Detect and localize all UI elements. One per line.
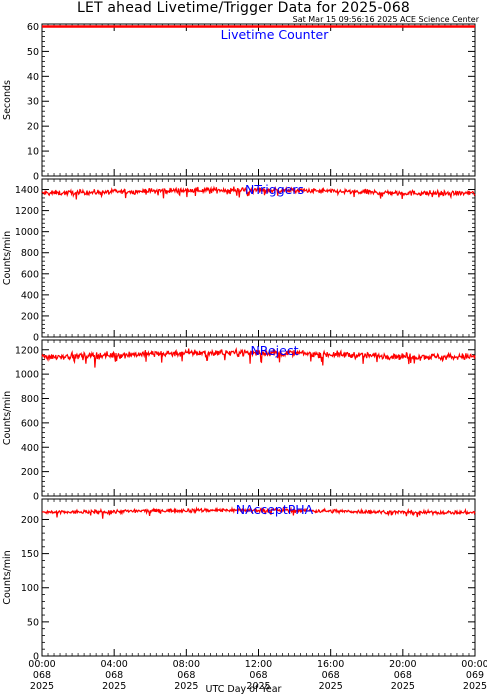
x-tick-label: 2025 [246,681,270,692]
y-tick-label: 40 [27,72,39,83]
panel-frame [41,178,476,338]
y-tick-label: 0 [33,492,39,503]
y-tick-label: 200 [21,515,39,526]
y-tick-label: 800 [21,394,39,405]
y-axis-title: Counts/min [2,391,13,445]
y-tick-label: 1200 [15,345,39,356]
x-tick-label: 068 [105,670,123,681]
panel-label: Livetime Counter [221,27,330,42]
panel-label: NReject [250,343,298,358]
y-tick-label: 200 [21,311,39,322]
panel-frame [41,498,476,657]
y-tick-label: 0 [33,333,39,344]
x-axis-title: UTC Day of Year [205,684,282,695]
y-tick-label: 1000 [15,227,39,238]
y-tick-label: 400 [21,443,39,454]
y-tick-label: 50 [27,47,39,58]
y-tick-label: 50 [27,617,39,628]
y-tick-label: 1200 [15,206,39,217]
y-tick-label: 200 [21,467,39,478]
panel-label: NAcceptPHA [236,502,314,517]
data-series-line [42,506,476,519]
x-tick-label: 00:00 [28,659,55,670]
y-tick-label: 20 [27,122,39,133]
timestamp: Sat Mar 15 09:56:16 2025 ACE Science Cen… [292,15,479,24]
y-axis-title: Counts/min [2,231,13,285]
x-tick-label: 069 [466,670,484,681]
y-tick-label: 600 [21,269,39,280]
x-tick-label: 00:00 [461,659,487,670]
y-tick-label: 60 [27,22,39,33]
y-tick-label: 30 [27,97,39,108]
x-tick-label: 16:00 [317,659,344,670]
x-tick-label: 068 [249,670,267,681]
y-axis-title: Counts/min [2,550,13,604]
y-tick-label: 0 [33,172,39,183]
x-tick-label: 20:00 [389,659,416,670]
y-tick-label: 1400 [15,185,39,196]
x-tick-label: 068 [33,670,51,681]
x-tick-label: 2025 [102,681,126,692]
y-tick-label: 600 [21,418,39,429]
data-series-line [41,347,476,368]
x-tick-label: 068 [177,670,195,681]
y-tick-label: 100 [21,583,39,594]
x-tick-label: 2025 [319,681,343,692]
y-tick-label: 400 [21,290,39,301]
x-tick-label: 12:00 [245,659,272,670]
data-series-line [41,185,476,200]
y-tick-label: 800 [21,248,39,259]
x-tick-label: 2025 [391,681,415,692]
panel-frame [41,23,476,177]
x-tick-label: 04:00 [100,659,127,670]
y-tick-label: 1000 [15,370,39,381]
y-tick-label: 10 [27,147,39,158]
panel-frame [41,339,476,497]
x-tick-label: 08:00 [173,659,200,670]
x-tick-label: 2025 [174,681,198,692]
x-tick-label: 068 [322,670,340,681]
y-tick-label: 0 [33,652,39,663]
y-axis-title: Seconds [2,80,13,120]
x-tick-label: 068 [394,670,412,681]
x-tick-label: 2025 [463,681,487,692]
y-tick-label: 150 [21,549,39,560]
chart-title: LET ahead Livetime/Trigger Data for 2025… [76,0,411,16]
x-tick-label: 2025 [30,681,54,692]
panel-label: NTriggers [245,182,304,197]
